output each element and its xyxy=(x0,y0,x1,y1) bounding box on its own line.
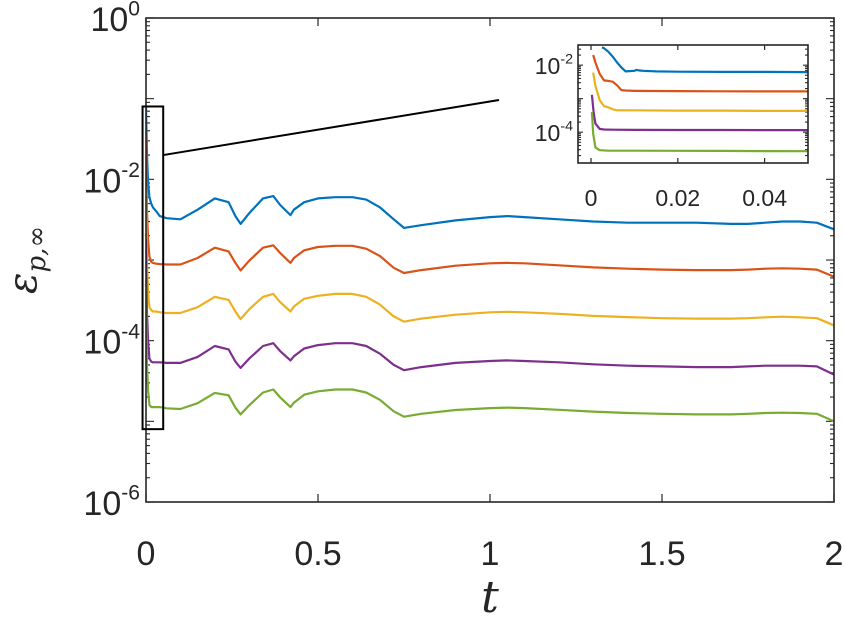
inset-y-tick-label: 10-2 xyxy=(535,52,573,79)
series-line xyxy=(146,239,834,376)
series-line xyxy=(146,187,834,327)
inset-series-line xyxy=(590,111,808,153)
zoom-connector-line xyxy=(163,99,500,157)
series-line xyxy=(146,106,834,231)
series-line xyxy=(146,284,834,423)
y-axis-label-subscript: p,∞ xyxy=(22,226,52,273)
inset-x-tick-label: 0 xyxy=(585,185,598,211)
y-tick-base: 10 xyxy=(90,1,128,39)
inset-plot-area xyxy=(578,45,808,163)
inset-y-tick-labels: 10-410-2 xyxy=(535,52,573,146)
inset-y-tick-base: 10 xyxy=(535,53,561,79)
y-tick-exponent: -2 xyxy=(121,159,140,182)
plot-frame xyxy=(145,17,835,503)
main-series-group xyxy=(146,106,834,423)
x-tick-label: 1.5 xyxy=(638,535,685,573)
inset-chart: 0 0.02 0.04 10-410-2 xyxy=(535,44,809,211)
y-tick-base: 10 xyxy=(83,162,121,200)
x-tick-label: 1 xyxy=(481,535,500,573)
zoom-box xyxy=(141,105,165,431)
inset-series-line xyxy=(592,54,808,93)
x-tick-labels: 0 0.5 1 1.5 2 xyxy=(137,535,844,573)
y-tick-label: 10-4 xyxy=(83,320,140,361)
inset-y-tick-label: 10-4 xyxy=(535,119,573,146)
y-tick-label: 10-6 xyxy=(83,482,140,523)
x-tick-label: 2 xyxy=(825,535,844,573)
inset-x-tick-label: 0.04 xyxy=(742,185,787,211)
y-axis-label-main: ε xyxy=(0,273,46,294)
inset-y-tick-exponent: -4 xyxy=(560,119,573,135)
inset-series-line xyxy=(590,94,808,132)
inset-y-tick-base: 10 xyxy=(535,120,561,146)
y-tick-base: 10 xyxy=(83,324,121,362)
inset-y-tick-exponent: -2 xyxy=(560,52,573,68)
inset-series-group xyxy=(590,46,808,153)
inset-frame xyxy=(577,44,809,164)
inset-series-line xyxy=(601,46,808,74)
y-tick-base: 10 xyxy=(83,485,121,523)
inset-x-tick-labels: 0 0.02 0.04 xyxy=(585,185,788,211)
y-tick-label: 100 xyxy=(90,0,140,39)
x-tick-label: 0 xyxy=(137,535,156,573)
x-tick-label: 0.5 xyxy=(294,535,341,573)
inset-series-line xyxy=(592,72,808,113)
y-tick-exponent: 0 xyxy=(128,0,140,21)
y-tick-exponent: -6 xyxy=(121,482,140,505)
x-axis-label: t xyxy=(481,572,499,619)
inset-x-tick-label: 0.02 xyxy=(655,185,700,211)
y-tick-exponent: -4 xyxy=(121,320,140,343)
y-tick-label: 10-2 xyxy=(83,159,140,200)
y-axis-label: εp,∞ xyxy=(0,226,52,294)
series-line xyxy=(146,135,834,278)
